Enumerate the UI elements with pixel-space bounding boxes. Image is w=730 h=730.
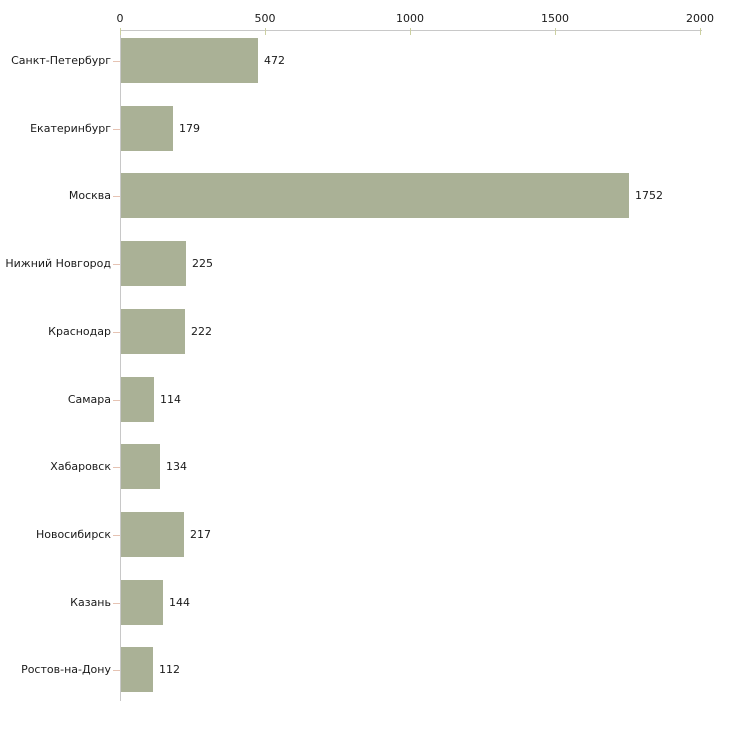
x-axis-tick-label: 1000 <box>396 12 424 25</box>
bar-value-label: 225 <box>192 257 213 270</box>
bar <box>121 512 184 557</box>
bar <box>121 580 163 625</box>
bar <box>121 241 186 286</box>
y-axis-tick <box>113 196 120 197</box>
bar-value-label: 114 <box>160 393 181 406</box>
x-axis-tick <box>120 28 121 35</box>
bar-value-label: 179 <box>179 122 200 135</box>
y-axis-tick <box>113 603 120 604</box>
category-label: Санкт-Петербург <box>11 54 111 67</box>
category-label: Хабаровск <box>50 460 111 473</box>
bar-value-label: 472 <box>264 54 285 67</box>
bar-value-label: 144 <box>169 596 190 609</box>
category-label: Нижний Новгород <box>5 257 111 270</box>
bar <box>121 309 185 354</box>
x-axis-tick-label: 500 <box>254 12 276 25</box>
category-label: Ростов-на-Дону <box>21 663 111 676</box>
bar-value-label: 134 <box>166 460 187 473</box>
bar <box>121 377 154 422</box>
y-axis-tick <box>113 61 120 62</box>
bar <box>121 444 160 489</box>
y-axis-tick <box>113 400 120 401</box>
x-axis-tick-label: 0 <box>116 12 124 25</box>
x-axis-tick-label: 1500 <box>541 12 569 25</box>
y-axis-line <box>120 30 121 701</box>
category-label: Краснодар <box>48 325 111 338</box>
y-axis-tick <box>113 264 120 265</box>
bar-value-label: 222 <box>191 325 212 338</box>
bar <box>121 173 629 218</box>
category-label: Новосибирск <box>35 528 111 541</box>
x-axis-tick <box>410 28 411 35</box>
x-axis-tick-label: 2000 <box>686 12 714 25</box>
y-axis-tick <box>113 535 120 536</box>
category-label: Самара <box>67 393 111 406</box>
bar-value-label: 1752 <box>635 189 663 202</box>
bar-value-label: 217 <box>190 528 211 541</box>
y-axis-tick <box>113 129 120 130</box>
category-label: Москва <box>68 189 111 202</box>
bar <box>121 38 258 83</box>
y-axis-tick <box>113 467 120 468</box>
x-axis-line <box>120 30 702 31</box>
category-label: Екатеринбург <box>30 122 111 135</box>
category-label: Казань <box>70 596 111 609</box>
x-axis-tick <box>700 28 701 35</box>
y-axis-tick <box>113 670 120 671</box>
x-axis-tick <box>555 28 556 35</box>
y-axis-tick <box>113 332 120 333</box>
x-axis-tick <box>265 28 266 35</box>
bar <box>121 647 153 692</box>
bar <box>121 106 173 151</box>
bar-value-label: 112 <box>159 663 180 676</box>
